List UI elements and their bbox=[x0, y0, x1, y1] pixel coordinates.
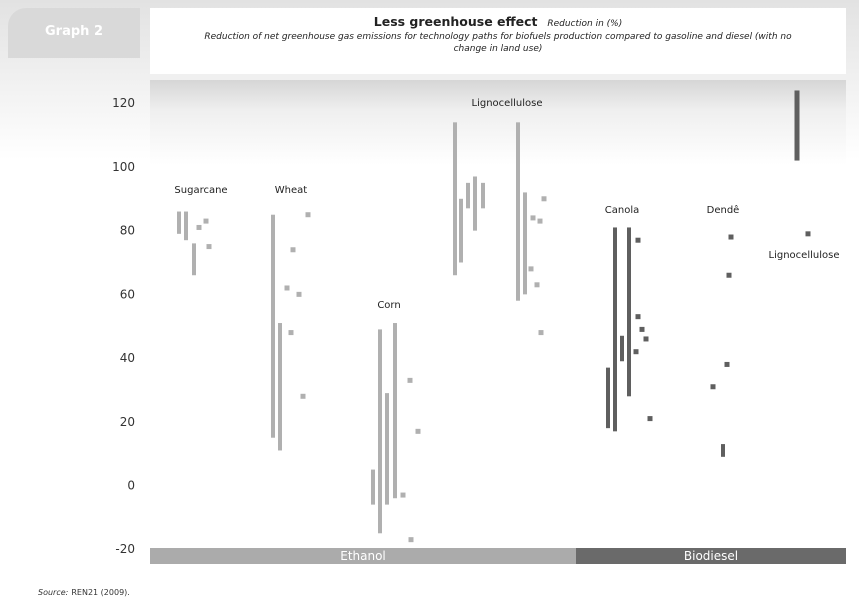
range-bar bbox=[271, 214, 275, 438]
range-bar bbox=[613, 227, 617, 432]
data-point bbox=[530, 215, 536, 221]
data-point bbox=[196, 224, 202, 230]
range-bar bbox=[794, 90, 800, 161]
range-bar bbox=[393, 323, 397, 499]
range-bar bbox=[620, 335, 624, 362]
data-point bbox=[415, 428, 421, 434]
crop-label: Dendê bbox=[707, 204, 740, 216]
band-ethanol: Ethanol bbox=[150, 548, 576, 564]
crop-label: Corn bbox=[377, 300, 400, 311]
crop-label: Lignocellulose bbox=[472, 98, 543, 109]
graph-tab: Graph 2 bbox=[8, 8, 140, 58]
crop-label: Wheat bbox=[275, 185, 308, 196]
chart-subtitle: Reduction of net greenhouse gas emission… bbox=[204, 32, 792, 54]
data-point bbox=[290, 247, 296, 253]
data-point bbox=[726, 272, 732, 278]
data-point bbox=[407, 377, 413, 383]
y-tick-label: 80 bbox=[120, 224, 135, 238]
range-bar bbox=[385, 393, 389, 505]
data-point bbox=[305, 212, 311, 218]
range-bar bbox=[177, 211, 181, 234]
range-bar bbox=[606, 367, 610, 429]
data-point bbox=[528, 266, 534, 272]
crop-label: Canola bbox=[605, 205, 639, 216]
plot-background bbox=[150, 80, 846, 547]
y-tick-label: 40 bbox=[120, 351, 135, 365]
data-point bbox=[647, 416, 653, 422]
data-point bbox=[288, 330, 294, 336]
range-bar bbox=[516, 122, 520, 301]
range-bar bbox=[278, 323, 282, 451]
y-tick-label: -20 bbox=[115, 542, 135, 556]
data-point bbox=[400, 492, 406, 498]
data-point bbox=[541, 196, 547, 202]
data-point bbox=[710, 384, 716, 390]
range-bar bbox=[371, 469, 375, 505]
y-tick-label: 100 bbox=[112, 160, 135, 174]
chart-unit: Reduction in (%) bbox=[547, 19, 623, 29]
data-point bbox=[805, 231, 811, 237]
data-point bbox=[206, 244, 212, 250]
y-tick-label: 0 bbox=[127, 479, 135, 493]
data-point bbox=[635, 314, 641, 320]
data-point bbox=[300, 393, 306, 399]
data-point bbox=[296, 291, 302, 297]
y-tick-label: 120 bbox=[112, 96, 135, 110]
data-point bbox=[724, 361, 730, 367]
range-bar bbox=[721, 444, 725, 457]
range-bar bbox=[184, 211, 188, 241]
graph-tab-label: Graph 2 bbox=[45, 24, 103, 39]
source-text: REN21 (2009). bbox=[71, 588, 130, 597]
data-point bbox=[534, 282, 540, 288]
y-tick-label: 60 bbox=[120, 287, 135, 301]
data-point bbox=[537, 218, 543, 224]
range-bar bbox=[466, 182, 470, 209]
band-biodiesel-label: Biodiesel bbox=[683, 549, 739, 563]
data-point bbox=[284, 285, 290, 291]
band-ethanol-label: Ethanol bbox=[340, 549, 386, 563]
data-point bbox=[639, 326, 645, 332]
data-point bbox=[203, 218, 209, 224]
crop-label: Lignocellulose bbox=[769, 250, 840, 261]
data-point bbox=[635, 237, 641, 243]
data-point bbox=[728, 234, 734, 240]
range-bar bbox=[473, 176, 477, 231]
range-bar bbox=[453, 122, 457, 276]
chart-title: Less greenhouse effect bbox=[373, 14, 538, 29]
data-point bbox=[643, 336, 649, 342]
source-note: Source: REN21 (2009). bbox=[38, 588, 130, 597]
chart-header: Less greenhouse effect Reduction in (%) … bbox=[150, 8, 846, 74]
source-lead: Source: bbox=[38, 588, 69, 597]
range-bar bbox=[378, 329, 382, 534]
crop-label: Sugarcane bbox=[174, 185, 227, 196]
title-line: Less greenhouse effect Reduction in (%) bbox=[150, 14, 846, 29]
y-tick-label: 20 bbox=[120, 415, 135, 429]
data-point bbox=[633, 349, 639, 355]
range-bar bbox=[627, 227, 631, 397]
range-bar bbox=[481, 182, 485, 209]
data-point bbox=[538, 330, 544, 336]
band-biodiesel: Biodiesel bbox=[576, 548, 846, 564]
range-bar bbox=[192, 243, 196, 276]
data-point bbox=[408, 537, 414, 543]
range-bar bbox=[523, 192, 527, 295]
range-bar bbox=[459, 198, 463, 263]
